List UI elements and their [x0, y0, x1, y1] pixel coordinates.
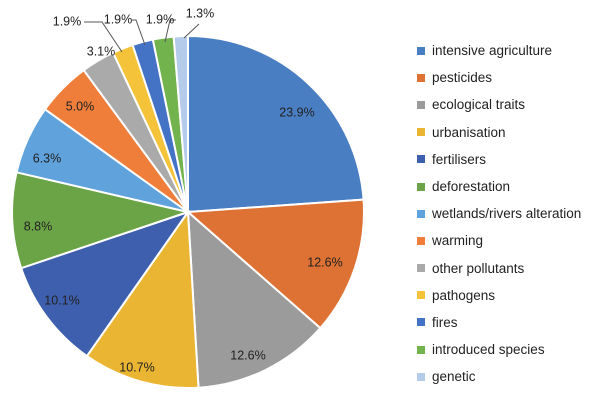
legend-label: other pollutants — [432, 260, 525, 276]
legend-label: warming — [432, 233, 484, 249]
legend-swatch — [417, 345, 425, 354]
legend-item: fertilisers — [417, 146, 597, 173]
legend-label: wetlands/rivers alteration — [432, 206, 582, 222]
data-label-wetlands-rivers-alteration: 6.3% — [33, 151, 62, 165]
data-label-pesticides: 12.6% — [307, 255, 342, 269]
leader-line — [84, 21, 123, 53]
legend-label: urbanisation — [432, 124, 506, 140]
legend-item: pathogens — [417, 282, 597, 309]
legend-item: warming — [417, 227, 597, 254]
legend-item: deforestation — [417, 173, 597, 200]
pie-slice-fertilisers — [19, 210, 191, 358]
data-label-warming: 5.0% — [66, 99, 95, 113]
legend-item: pesticides — [417, 64, 597, 91]
legend-swatch — [417, 46, 425, 55]
leader-line — [164, 19, 176, 43]
data-label-ecological-traits: 12.6% — [230, 348, 265, 362]
chart-legend: intensive agriculture pesticides ecologica… — [417, 37, 597, 390]
legend-swatch — [417, 128, 425, 137]
legend-swatch — [417, 182, 425, 191]
legend-swatch — [417, 372, 425, 381]
data-label-pathogens: 1.9% — [53, 14, 82, 28]
legend-item: introduced species — [417, 336, 597, 363]
legend-swatch — [417, 73, 425, 82]
data-label-fertilisers: 10.1% — [44, 293, 79, 307]
legend-label: intensive agriculture — [432, 43, 553, 59]
legend-swatch — [417, 209, 425, 218]
data-label-deforestation: 8.8% — [24, 219, 53, 233]
pie-slice-pesticides — [185, 198, 365, 330]
pie-slice-intensive-agriculture — [187, 34, 365, 214]
legend-label: deforestation — [432, 179, 511, 195]
legend-item: wetlands/rivers alteration — [417, 200, 597, 227]
legend-label: pesticides — [432, 70, 493, 86]
data-label-urbanisation: 10.7% — [119, 360, 154, 374]
data-label-other-pollutants: 3.1% — [87, 44, 116, 58]
legend-swatch — [417, 291, 425, 300]
pie-slice-urbanisation — [85, 209, 200, 390]
legend-label: pathogens — [432, 287, 496, 303]
pie-slice-deforestation — [11, 171, 192, 270]
data-label-intensive-agriculture: 23.9% — [279, 105, 314, 119]
legend-swatch — [417, 100, 425, 109]
leader-line — [183, 23, 200, 39]
legend-label: fertilisers — [432, 151, 487, 167]
data-label-genetic: 1.3% — [186, 6, 215, 20]
legend-label: ecological traits — [432, 97, 526, 113]
legend-item: fires — [417, 309, 597, 336]
legend-label: fires — [432, 314, 458, 330]
legend-swatch — [417, 318, 425, 327]
legend-item: genetic — [417, 363, 597, 390]
leader-line — [132, 19, 146, 46]
legend-item: urbanisation — [417, 119, 597, 146]
legend-swatch — [417, 264, 425, 273]
data-label-fires: 1.9% — [104, 12, 133, 26]
legend-swatch — [417, 155, 425, 164]
legend-item: intensive agriculture — [417, 37, 597, 64]
legend-label: genetic — [432, 369, 476, 385]
legend-item: other pollutants — [417, 255, 597, 282]
legend-label: introduced species — [432, 342, 545, 358]
pie-slice-ecological-traits — [186, 209, 322, 389]
legend-swatch — [417, 236, 425, 245]
data-label-introduced-species: 1.9% — [146, 12, 175, 26]
legend-item: ecological traits — [417, 91, 597, 118]
pie-slice-genetic — [172, 34, 189, 213]
